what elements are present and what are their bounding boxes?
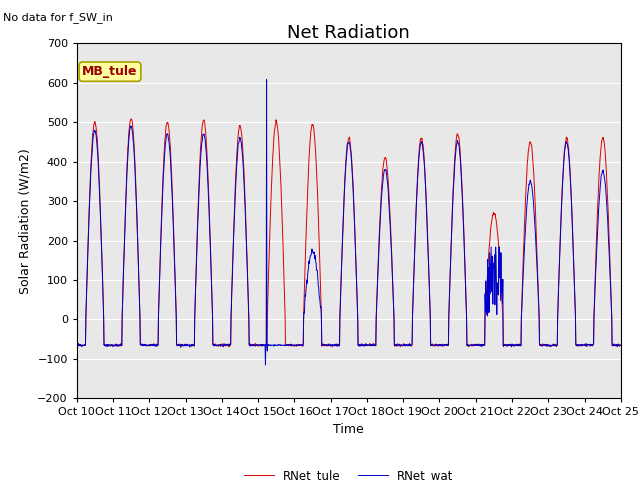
RNet_tule (617, 342, 625, 348)
X-axis label: Time: Time (333, 423, 364, 436)
RNet_tule (255, 343, 263, 348)
Y-axis label: Solar Radiation (W/m2): Solar Radiation (W/m2) (19, 148, 32, 294)
RNet_wat (263, 77, 271, 83)
RNet_wat (505, 342, 513, 348)
RNet_tule (127, 116, 135, 121)
RNet_tule (434, 342, 442, 348)
RNet_wat (553, 343, 561, 348)
Line: RNet_tule: RNet_tule (77, 119, 621, 347)
Line: RNet_wat: RNet_wat (77, 80, 621, 365)
RNet_wat (194, 219, 202, 225)
RNet_wat (73, 343, 81, 348)
RNet_wat (262, 362, 269, 368)
Legend: RNet_tule, RNet_wat: RNet_tule, RNet_wat (239, 465, 458, 480)
Text: No data for f_SW_in: No data for f_SW_in (3, 12, 113, 23)
RNet_tule (73, 342, 81, 348)
Text: MB_tule: MB_tule (82, 65, 138, 78)
RNet_wat (434, 343, 442, 349)
RNet_wat (617, 343, 625, 348)
RNet_tule (225, 344, 233, 349)
RNet_tule (181, 341, 189, 347)
RNet_wat (255, 343, 262, 348)
RNet_tule (505, 342, 513, 348)
RNet_tule (195, 203, 202, 208)
Title: Net Radiation: Net Radiation (287, 24, 410, 42)
RNet_wat (180, 342, 188, 348)
RNet_tule (553, 343, 561, 348)
